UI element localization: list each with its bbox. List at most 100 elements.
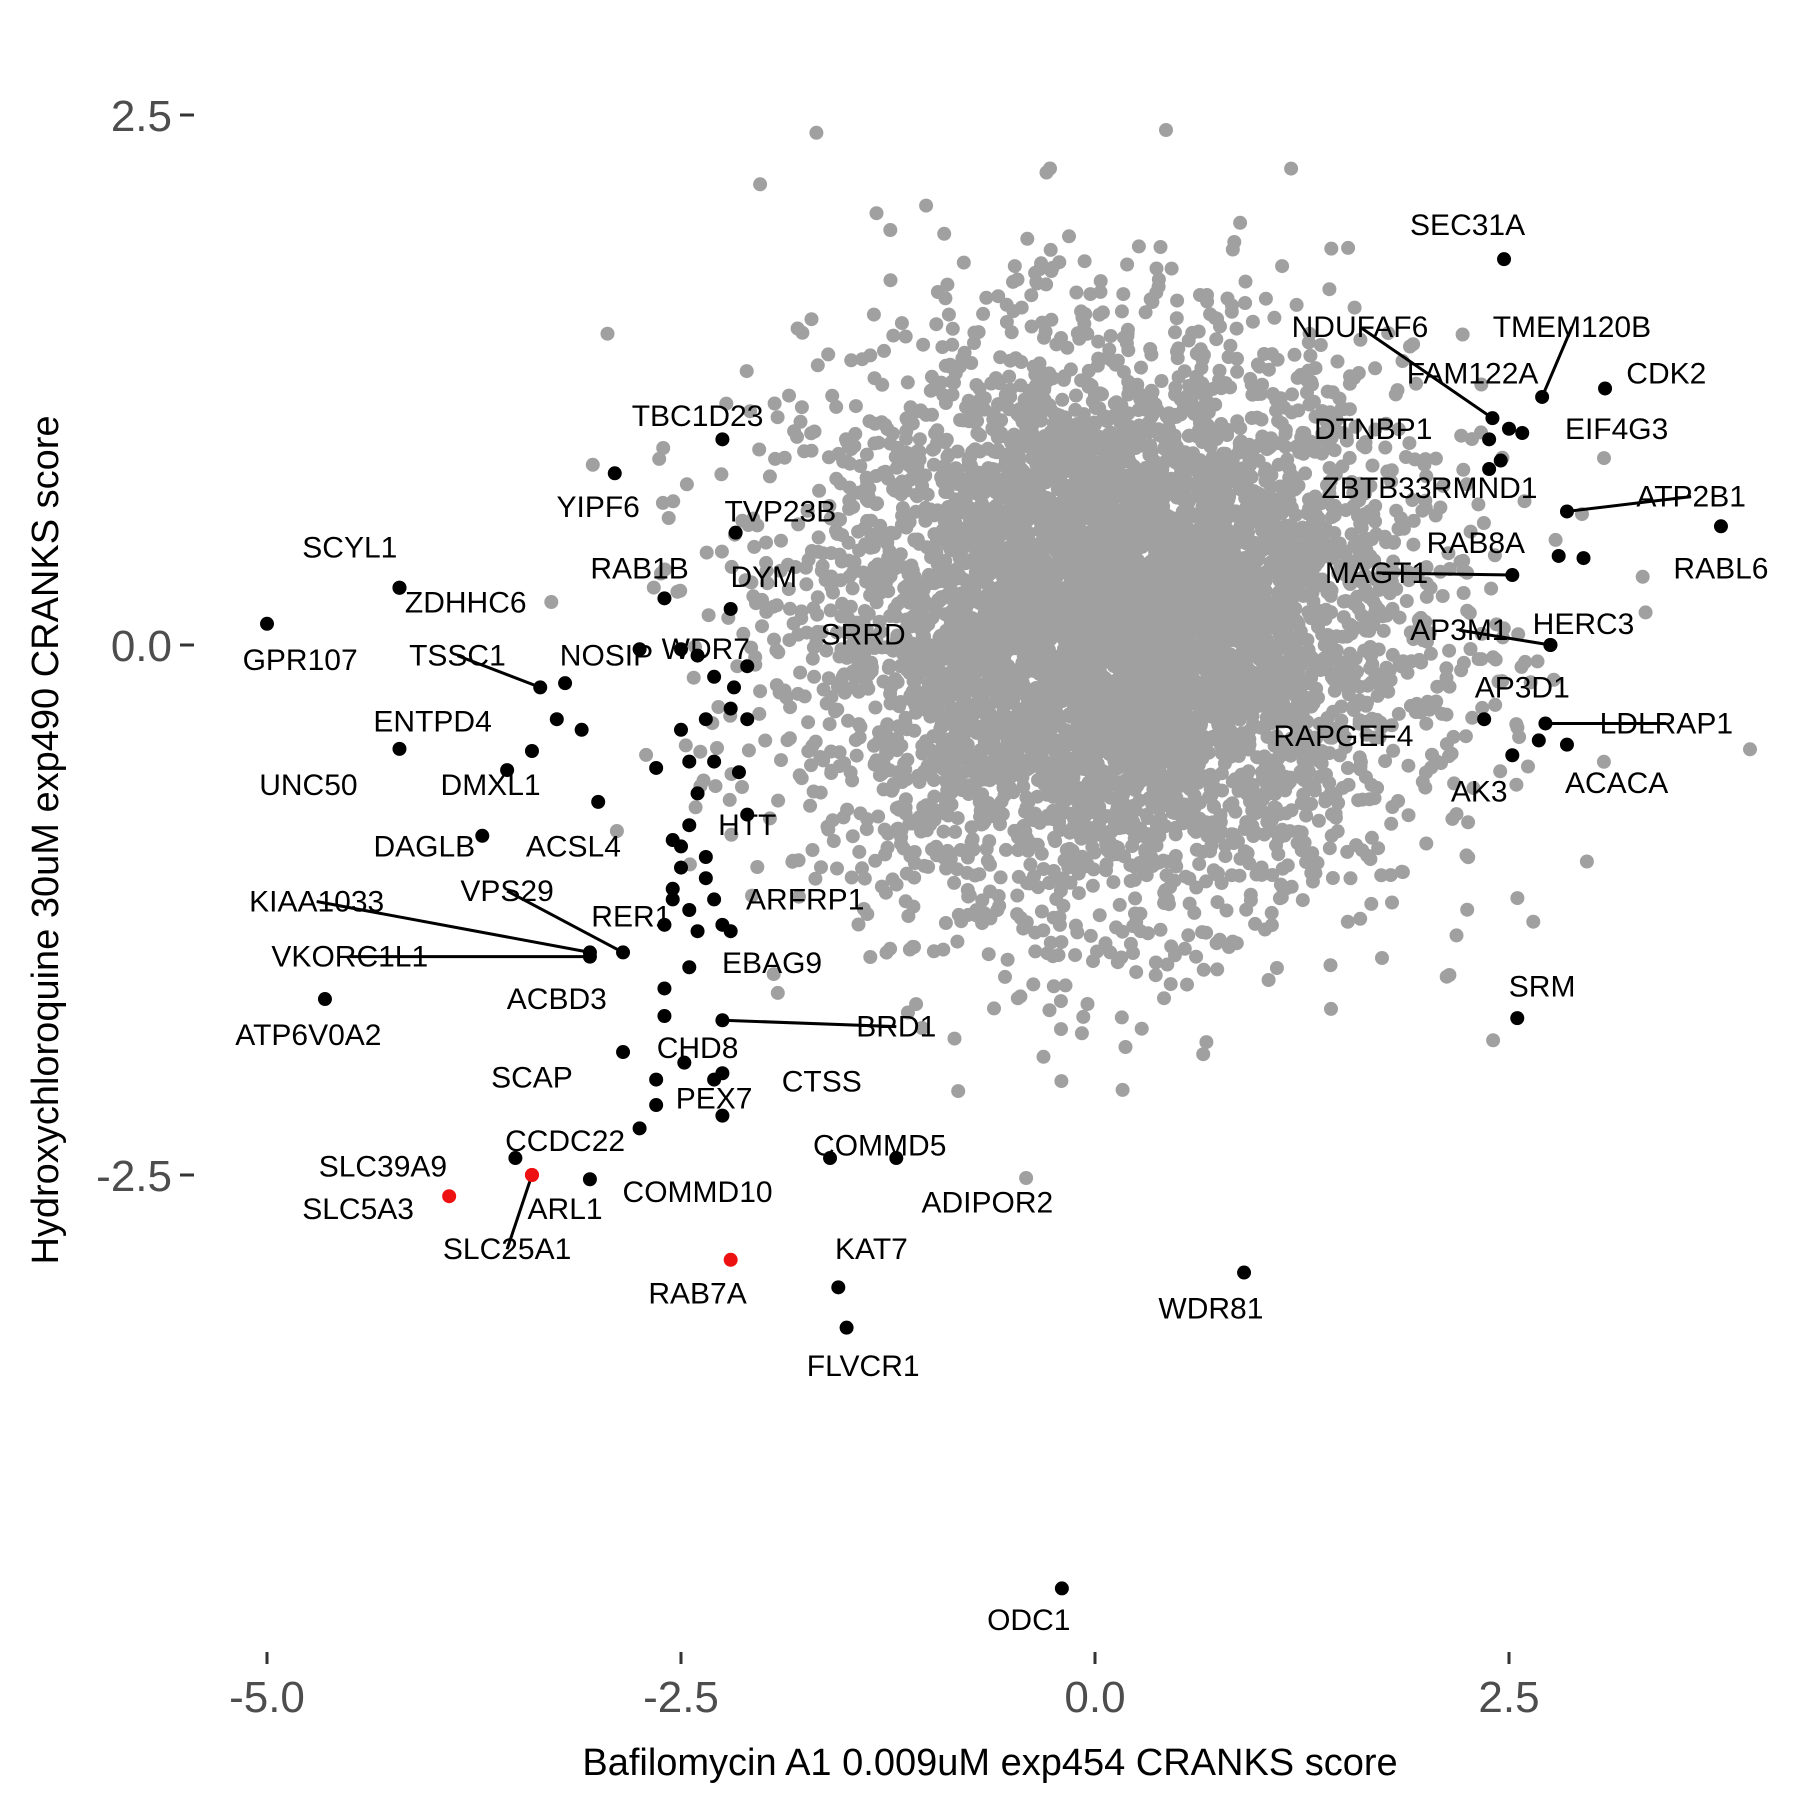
background-point	[1471, 497, 1486, 512]
background-point	[1466, 781, 1481, 796]
background-point	[1403, 339, 1417, 354]
background-point	[1258, 291, 1273, 306]
background-point	[1255, 377, 1270, 392]
background-point	[1210, 962, 1225, 977]
background-point	[1221, 350, 1236, 364]
background-point	[1169, 311, 1184, 326]
background-point	[1185, 396, 1199, 411]
background-points	[544, 123, 1757, 1185]
background-point	[1493, 764, 1508, 779]
background-point	[1271, 656, 1285, 671]
background-point	[1330, 354, 1345, 369]
background-point	[1168, 827, 1183, 842]
background-point	[1004, 325, 1019, 340]
background-point	[769, 643, 784, 658]
background-point	[916, 337, 931, 352]
background-point	[670, 584, 685, 599]
background-point	[1455, 327, 1470, 342]
background-point	[739, 364, 754, 379]
background-point	[1635, 569, 1650, 584]
background-point	[857, 604, 872, 618]
background-point	[782, 388, 796, 403]
background-point	[1486, 650, 1501, 665]
background-point	[824, 744, 839, 759]
background-point	[1456, 586, 1471, 600]
background-point	[1218, 849, 1233, 864]
background-point	[1325, 871, 1340, 885]
background-point	[1638, 605, 1653, 620]
background-point	[835, 528, 850, 543]
background-point	[828, 704, 843, 719]
background-point	[819, 643, 834, 658]
background-point	[1351, 793, 1366, 808]
background-point	[947, 375, 961, 390]
background-point	[1475, 700, 1490, 715]
background-point	[1368, 361, 1383, 376]
background-point	[1298, 466, 1313, 481]
background-point	[719, 396, 734, 411]
background-point	[655, 495, 670, 510]
background-point	[750, 860, 765, 874]
background-point	[1003, 353, 1018, 368]
background-point	[1024, 319, 1039, 334]
background-point	[991, 289, 1006, 304]
background-point	[895, 593, 910, 608]
background-point	[801, 744, 816, 759]
background-point	[1327, 683, 1342, 698]
background-point	[1010, 991, 1025, 1006]
background-point	[1187, 905, 1202, 920]
background-point	[947, 875, 962, 890]
background-point	[1463, 524, 1478, 539]
background-point	[1091, 351, 1106, 366]
background-point	[830, 861, 844, 876]
background-point	[1141, 425, 1156, 440]
background-point	[1280, 858, 1295, 873]
background-point	[1379, 535, 1394, 550]
background-point	[1002, 402, 1017, 417]
background-point	[1035, 315, 1050, 330]
background-point	[1099, 863, 1113, 878]
background-point	[1141, 926, 1155, 941]
background-point	[1043, 935, 1058, 950]
background-point	[762, 469, 777, 484]
background-point	[883, 941, 898, 956]
background-point	[1264, 905, 1279, 920]
background-point	[1214, 381, 1229, 396]
background-point	[1178, 869, 1193, 884]
background-point	[1118, 1040, 1133, 1054]
background-point	[1129, 965, 1144, 980]
background-point	[1181, 928, 1196, 943]
background-point	[1430, 679, 1445, 694]
background-point	[866, 540, 881, 555]
background-point	[948, 514, 963, 529]
background-point	[814, 860, 828, 875]
background-point	[1185, 325, 1200, 340]
background-point	[1189, 949, 1204, 964]
background-point	[656, 441, 671, 455]
background-point	[915, 738, 930, 753]
background-point	[770, 410, 785, 425]
background-point	[1308, 361, 1323, 376]
background-point	[1442, 968, 1457, 982]
background-point	[1364, 896, 1379, 911]
background-point	[1313, 663, 1328, 677]
background-point	[794, 604, 809, 619]
background-point	[1530, 654, 1545, 669]
background-point	[1376, 623, 1391, 638]
background-point	[1143, 342, 1158, 356]
background-point	[1085, 878, 1100, 893]
background-point	[766, 967, 781, 982]
background-point	[950, 934, 965, 949]
background-point	[938, 358, 953, 373]
background-point	[822, 717, 837, 732]
background-point	[1196, 1047, 1211, 1062]
background-point	[826, 585, 840, 600]
background-point	[1442, 679, 1457, 694]
background-point	[926, 773, 941, 788]
background-point	[1215, 783, 1230, 798]
background-point	[925, 442, 940, 457]
background-point	[1205, 830, 1220, 845]
background-point	[1026, 359, 1041, 374]
background-point	[862, 414, 877, 429]
background-point	[1055, 392, 1070, 407]
